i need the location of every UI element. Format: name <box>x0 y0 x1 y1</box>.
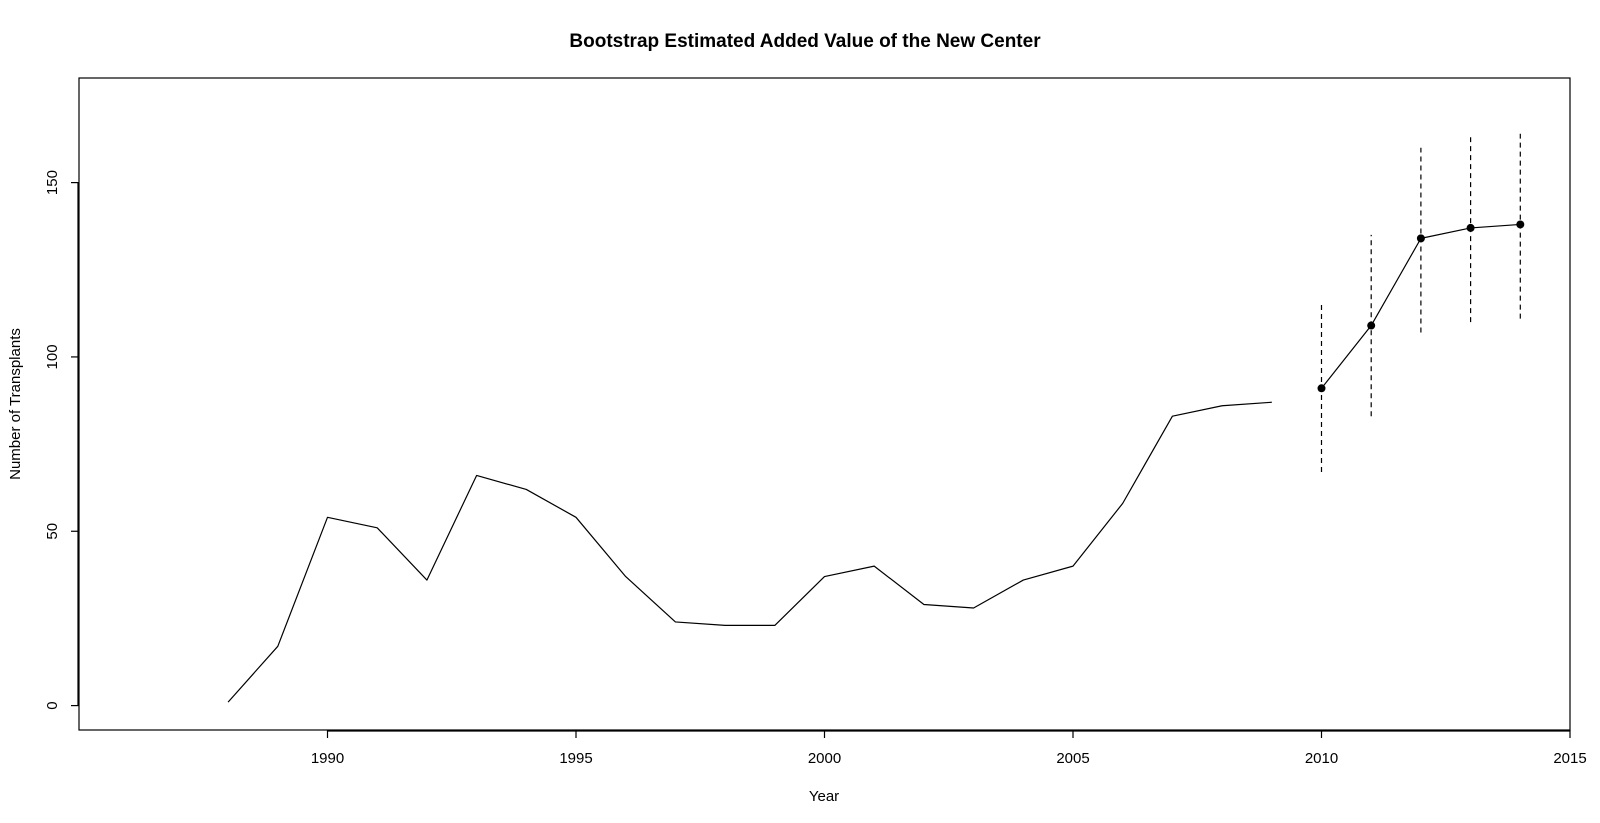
y-tick-label: 0 <box>44 701 61 709</box>
data-point <box>1416 234 1425 243</box>
data-point <box>1466 223 1475 232</box>
y-tick-label: 100 <box>44 344 61 369</box>
x-tick-label: 1990 <box>311 750 344 767</box>
data-point <box>1367 321 1376 330</box>
x-tick-label: 1995 <box>559 750 592 767</box>
y-axis-label: Number of Transplants <box>7 328 24 480</box>
x-axis-label: Year <box>809 788 839 805</box>
chart-title: Bootstrap Estimated Added Value of the N… <box>569 31 1041 52</box>
data-point <box>1516 220 1525 229</box>
plot-area-border <box>78 77 1571 731</box>
data-point <box>1317 384 1326 393</box>
series-layer <box>227 133 1525 703</box>
x-tick-label: 2015 <box>1553 750 1586 767</box>
x-tick-label: 2010 <box>1305 750 1338 767</box>
x-tick-label: 2005 <box>1056 750 1089 767</box>
y-axis: 0 50 100 150 <box>44 170 79 710</box>
y-tick-label: 150 <box>44 170 61 195</box>
x-axis: 1990 1995 2000 2005 2010 2015 <box>311 730 1587 767</box>
series-line-1 <box>227 401 1272 703</box>
y-tick-label: 50 <box>44 523 61 540</box>
x-tick-label: 2000 <box>808 750 841 767</box>
